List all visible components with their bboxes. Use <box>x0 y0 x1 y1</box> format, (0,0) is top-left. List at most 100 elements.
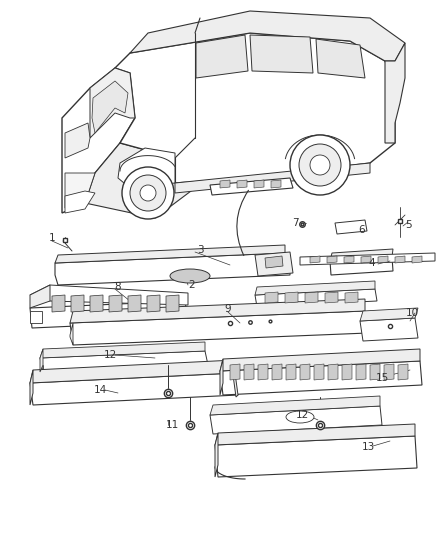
Polygon shape <box>55 253 290 285</box>
Polygon shape <box>147 295 160 312</box>
Polygon shape <box>210 406 382 434</box>
Polygon shape <box>40 351 208 372</box>
Polygon shape <box>344 256 354 263</box>
Text: 12: 12 <box>295 410 309 420</box>
Polygon shape <box>55 245 285 263</box>
Polygon shape <box>300 253 435 265</box>
Polygon shape <box>384 364 394 380</box>
Polygon shape <box>265 292 278 303</box>
Text: 6: 6 <box>359 225 365 235</box>
Polygon shape <box>286 364 296 380</box>
Circle shape <box>299 144 341 186</box>
Polygon shape <box>250 35 313 73</box>
Polygon shape <box>65 173 95 208</box>
Polygon shape <box>272 364 282 380</box>
Polygon shape <box>335 220 367 234</box>
Polygon shape <box>90 68 135 138</box>
Text: 3: 3 <box>197 245 203 255</box>
Polygon shape <box>220 359 223 395</box>
Polygon shape <box>255 289 377 307</box>
Polygon shape <box>210 178 293 195</box>
Polygon shape <box>65 123 90 158</box>
Polygon shape <box>233 373 238 397</box>
Polygon shape <box>327 256 337 263</box>
Ellipse shape <box>286 411 314 423</box>
Polygon shape <box>92 81 128 133</box>
Circle shape <box>310 155 330 175</box>
Polygon shape <box>395 256 405 263</box>
Text: 14: 14 <box>93 385 106 395</box>
Polygon shape <box>166 295 179 312</box>
Polygon shape <box>230 364 240 380</box>
Polygon shape <box>215 436 417 477</box>
Polygon shape <box>310 256 320 263</box>
Polygon shape <box>254 180 264 188</box>
Polygon shape <box>30 285 50 308</box>
Circle shape <box>130 175 166 211</box>
Polygon shape <box>215 433 218 477</box>
Polygon shape <box>85 143 195 218</box>
Polygon shape <box>70 311 368 345</box>
Polygon shape <box>215 424 415 445</box>
Polygon shape <box>65 191 95 213</box>
Polygon shape <box>412 256 422 263</box>
Polygon shape <box>30 301 188 328</box>
Text: 4: 4 <box>369 258 375 268</box>
Polygon shape <box>316 39 365 78</box>
Polygon shape <box>62 68 135 213</box>
Polygon shape <box>356 364 366 380</box>
Polygon shape <box>271 180 281 188</box>
Polygon shape <box>265 256 283 268</box>
Polygon shape <box>325 292 338 303</box>
Polygon shape <box>115 33 395 183</box>
Polygon shape <box>30 285 188 305</box>
Polygon shape <box>70 299 365 323</box>
Polygon shape <box>255 252 293 276</box>
Polygon shape <box>361 256 371 263</box>
Polygon shape <box>328 364 338 380</box>
Circle shape <box>122 167 174 219</box>
Polygon shape <box>71 295 84 312</box>
Text: 12: 12 <box>103 350 117 360</box>
Polygon shape <box>30 360 235 383</box>
Polygon shape <box>258 364 268 380</box>
Polygon shape <box>378 256 388 263</box>
Text: 13: 13 <box>361 442 374 452</box>
Polygon shape <box>285 292 298 303</box>
Polygon shape <box>220 349 420 371</box>
Polygon shape <box>300 364 310 380</box>
Polygon shape <box>290 135 360 158</box>
Polygon shape <box>244 364 254 380</box>
Circle shape <box>140 185 156 201</box>
Polygon shape <box>70 323 73 345</box>
Text: 5: 5 <box>405 220 411 230</box>
Polygon shape <box>40 342 205 358</box>
Polygon shape <box>130 11 405 61</box>
Text: 1: 1 <box>49 233 55 243</box>
Polygon shape <box>398 364 408 380</box>
Polygon shape <box>385 43 405 143</box>
Polygon shape <box>345 292 358 303</box>
Polygon shape <box>370 364 380 380</box>
Ellipse shape <box>170 269 210 283</box>
Circle shape <box>290 135 350 195</box>
Polygon shape <box>220 180 230 188</box>
Text: 10: 10 <box>406 308 419 318</box>
Polygon shape <box>314 364 324 380</box>
Polygon shape <box>52 295 65 312</box>
Polygon shape <box>40 349 43 372</box>
Text: 7: 7 <box>292 218 298 228</box>
Text: 15: 15 <box>375 373 389 383</box>
Polygon shape <box>255 281 375 295</box>
Polygon shape <box>342 364 352 380</box>
Polygon shape <box>330 249 393 261</box>
Polygon shape <box>210 396 380 415</box>
Polygon shape <box>360 308 418 321</box>
Polygon shape <box>30 373 238 405</box>
Text: 11: 11 <box>166 420 179 430</box>
Text: 2: 2 <box>189 280 195 290</box>
Polygon shape <box>196 35 248 78</box>
Polygon shape <box>109 295 122 312</box>
Text: 9: 9 <box>225 304 231 314</box>
Polygon shape <box>237 180 247 188</box>
